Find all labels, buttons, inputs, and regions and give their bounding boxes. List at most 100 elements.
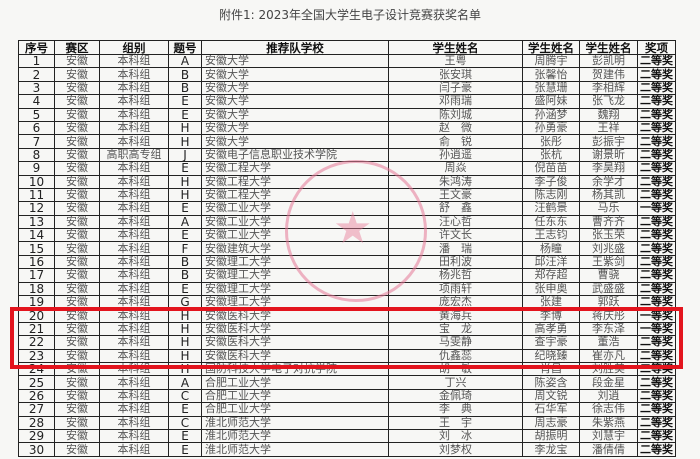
cell-student-3: 潘倩倩 xyxy=(579,442,638,457)
cell-student-3: 刘慧宇 xyxy=(579,428,638,444)
cell-topic: B xyxy=(168,254,202,270)
cell-school: 安徽工业大学 xyxy=(201,201,389,216)
cell-award: 二等奖 xyxy=(637,214,676,230)
cell-no: 29 xyxy=(18,428,55,444)
table-row: 5 安徽 本科组 E 安徽大学 陈刘城 孙涵梦 魏翔 二等奖 xyxy=(18,107,676,122)
cell-no: 2 xyxy=(18,67,55,82)
cell-award: 一等奖 xyxy=(637,201,676,216)
cell-award: 二等奖 xyxy=(637,268,676,283)
header-student-1: 学生姓名 xyxy=(388,40,523,55)
cell-student-3: 曹骁 xyxy=(579,268,638,283)
cell-school: 安徽工业大学 xyxy=(201,214,389,230)
header-topic: 题号 xyxy=(168,40,202,55)
cell-student-1: 项雨轩 xyxy=(388,281,523,297)
cell-region: 安徽 xyxy=(54,254,100,270)
cell-school: 安徽电子信息职业技术学院 xyxy=(201,147,389,163)
cell-topic: A xyxy=(168,214,202,230)
cell-student-3: 张飞龙 xyxy=(579,94,638,109)
cell-student-2: 盛阿妹 xyxy=(522,94,580,109)
cell-group: 本科组 xyxy=(99,214,169,230)
cell-award: 二等奖 xyxy=(637,388,676,404)
cell-no: 5 xyxy=(18,107,55,122)
cell-student-3: 张玉荣 xyxy=(579,228,638,243)
cell-group: 本科组 xyxy=(99,241,169,256)
cell-no: 9 xyxy=(18,161,55,176)
table-row: 26 安徽 本科组 C 合肥工业大学 金佩琦 周文锐 刘逍 二等奖 xyxy=(18,388,676,404)
cell-student-3: 段金星 xyxy=(579,375,638,390)
cell-region: 安徽 xyxy=(54,402,100,417)
cell-student-1: 杨兆哲 xyxy=(388,268,523,283)
cell-student-3: 杨其凯 xyxy=(579,187,638,203)
cell-region: 安徽 xyxy=(54,53,100,69)
cell-topic: C xyxy=(168,415,202,430)
cell-student-3: 徐志伟 xyxy=(579,402,638,417)
cell-no: 26 xyxy=(18,388,55,404)
cell-group: 本科组 xyxy=(99,281,169,297)
table-row: 14 安徽 本科组 E 安徽工业大学 许文长 王志钧 张玉荣 二等奖 xyxy=(18,228,676,243)
cell-region: 安徽 xyxy=(54,228,100,243)
cell-topic: B xyxy=(168,80,202,96)
cell-topic: E xyxy=(168,402,202,417)
cell-region: 安徽 xyxy=(54,67,100,82)
cell-award: 二等奖 xyxy=(637,402,676,417)
cell-student-1: 潘 瑞 xyxy=(388,241,523,256)
cell-no: 18 xyxy=(18,281,55,297)
cell-award: 二等奖 xyxy=(637,428,676,444)
cell-group: 本科组 xyxy=(99,254,169,270)
cell-student-1: 闫子豪 xyxy=(388,80,523,96)
cell-school: 安徽大学 xyxy=(201,80,389,96)
cell-topic: F xyxy=(168,241,202,256)
cell-student-2: 孙涵梦 xyxy=(522,107,580,122)
cell-group: 本科组 xyxy=(99,375,169,390)
cell-award: 二等奖 xyxy=(637,161,676,176)
cell-student-1: 朱鸿涛 xyxy=(388,174,523,189)
cell-school: 安徽大学 xyxy=(201,67,389,82)
cell-group: 本科组 xyxy=(99,228,169,243)
cell-no: 28 xyxy=(18,415,55,430)
table-row: 3 安徽 本科组 B 安徽大学 闫子豪 张慧珊 李相辉 二等奖 xyxy=(18,80,676,96)
cell-no: 27 xyxy=(18,402,55,417)
cell-region: 安徽 xyxy=(54,268,100,283)
cell-student-1: 刘梦权 xyxy=(388,442,523,457)
cell-student-1: 刘 冰 xyxy=(388,428,523,444)
cell-student-1: 张安琪 xyxy=(388,67,523,82)
cell-topic: E xyxy=(168,161,202,176)
cell-school: 淮北师范大学 xyxy=(201,442,389,457)
cell-topic: E xyxy=(168,442,202,457)
cell-no: 3 xyxy=(18,80,55,96)
cell-topic: H xyxy=(168,187,202,203)
cell-group: 本科组 xyxy=(99,415,169,430)
cell-award: 二等奖 xyxy=(637,187,676,203)
cell-topic: J xyxy=(168,147,202,163)
cell-student-3: 王祥 xyxy=(579,120,638,136)
cell-no: 6 xyxy=(18,120,55,136)
cell-school: 安徽理工大学 xyxy=(201,268,389,283)
cell-school: 合肥工业大学 xyxy=(201,388,389,404)
header-no: 序号 xyxy=(18,40,55,55)
cell-student-3: 李昊翔 xyxy=(579,161,638,176)
header-group: 组别 xyxy=(99,40,169,55)
cell-school: 合肥工业大学 xyxy=(201,375,389,390)
cell-award: 二等奖 xyxy=(637,375,676,390)
cell-no: 16 xyxy=(18,254,55,270)
cell-student-2: 汪鹤景 xyxy=(522,201,580,216)
cell-group: 本科组 xyxy=(99,120,169,136)
cell-group: 本科组 xyxy=(99,402,169,417)
cell-school: 淮北师范大学 xyxy=(201,415,389,430)
cell-no: 13 xyxy=(18,214,55,230)
award-table: 序号 赛区 组别 题号 推荐队学校 学生姓名 学生姓名 学生姓名 奖项 1 安徽本… xyxy=(18,40,676,457)
cell-award: 二等奖 xyxy=(637,107,676,122)
cell-award: 二等奖 xyxy=(637,174,676,189)
cell-topic: A xyxy=(168,53,202,69)
table-row: 2 安徽 本科组 B 安徽大学 张安琪 张馨怡 贺建伟 二等奖 xyxy=(18,67,676,82)
cell-school: 安徽工程大学 xyxy=(201,174,389,189)
table-row: 17 安徽 本科组 B 安徽理工大学 杨兆哲 郑存超 曹骁 二等奖 xyxy=(18,268,676,283)
cell-group: 高职高专组 xyxy=(99,147,169,163)
header-student-3: 学生姓名 xyxy=(579,40,638,55)
cell-student-2: 倪苗苗 xyxy=(522,161,580,176)
cell-student-1: 俞 锐 xyxy=(388,134,523,149)
cell-topic: A xyxy=(168,375,202,390)
cell-student-3: 马乐 xyxy=(579,201,638,216)
cell-student-2: 陈志刚 xyxy=(522,187,580,203)
cell-school: 安徽大学 xyxy=(201,134,389,149)
